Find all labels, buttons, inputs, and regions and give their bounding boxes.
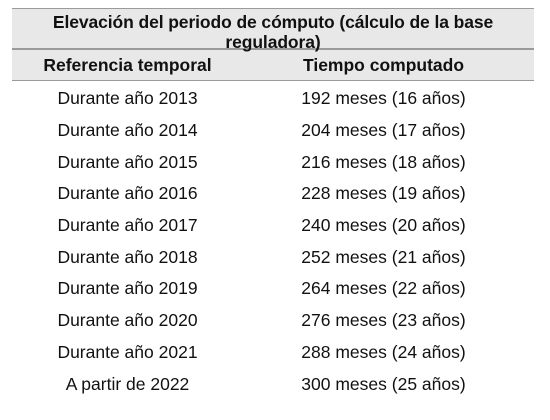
computed-cell: 276 meses (23 años) xyxy=(301,310,466,331)
table-row: Durante año 2014 204 meses (17 años) xyxy=(12,115,534,147)
computed-cell: 204 meses (17 años) xyxy=(301,120,466,141)
computed-cell: 252 meses (21 años) xyxy=(301,246,466,267)
table-row: Durante año 2019 264 meses (22 años) xyxy=(12,273,534,305)
table-row: Durante año 2018 252 meses (21 años) xyxy=(12,241,534,273)
table-row: Durante año 2013 192 meses (16 años) xyxy=(12,83,534,115)
header-reference: Referencia temporal xyxy=(43,54,212,75)
table-row: Durante año 2015 216 meses (18 años) xyxy=(12,146,534,178)
computed-cell: 240 meses (20 años) xyxy=(301,215,466,236)
reference-cell: Durante año 2017 xyxy=(57,215,198,236)
table-row: Durante año 2016 228 meses (19 años) xyxy=(12,178,534,210)
reference-cell: A partir de 2022 xyxy=(65,373,190,394)
computed-cell: 300 meses (25 años) xyxy=(301,373,466,394)
computed-cell: 216 meses (18 años) xyxy=(301,151,466,172)
reference-cell: Durante año 2021 xyxy=(57,341,198,362)
table-header-row: Referencia temporal Tiempo computado xyxy=(12,49,534,81)
computed-cell: 288 meses (24 años) xyxy=(301,341,466,362)
computed-cell: 264 meses (22 años) xyxy=(301,278,466,299)
reference-cell: Durante año 2014 xyxy=(57,120,198,141)
reference-cell: Durante año 2020 xyxy=(57,310,198,331)
computed-cell: 228 meses (19 años) xyxy=(301,183,466,204)
table-body: Durante año 2013 192 meses (16 años) Dur… xyxy=(12,81,534,400)
reference-cell: Durante año 2013 xyxy=(57,88,198,109)
reference-cell: Durante año 2018 xyxy=(57,246,198,267)
table-row: Durante año 2020 276 meses (23 años) xyxy=(12,305,534,337)
table-row: Durante año 2021 288 meses (24 años) xyxy=(12,337,534,369)
computation-period-table: Elevación del periodo de cómputo (cálcul… xyxy=(12,8,534,400)
reference-cell: Durante año 2019 xyxy=(57,278,198,299)
reference-cell: Durante año 2015 xyxy=(57,151,198,172)
table-row: Durante año 2017 240 meses (20 años) xyxy=(12,210,534,242)
reference-cell: Durante año 2016 xyxy=(57,183,198,204)
computed-cell: 192 meses (16 años) xyxy=(301,88,466,109)
header-computed: Tiempo computado xyxy=(302,54,465,75)
table-row: A partir de 2022 300 meses (25 años) xyxy=(12,368,534,400)
table-title: Elevación del periodo de cómputo (cálcul… xyxy=(12,8,534,52)
